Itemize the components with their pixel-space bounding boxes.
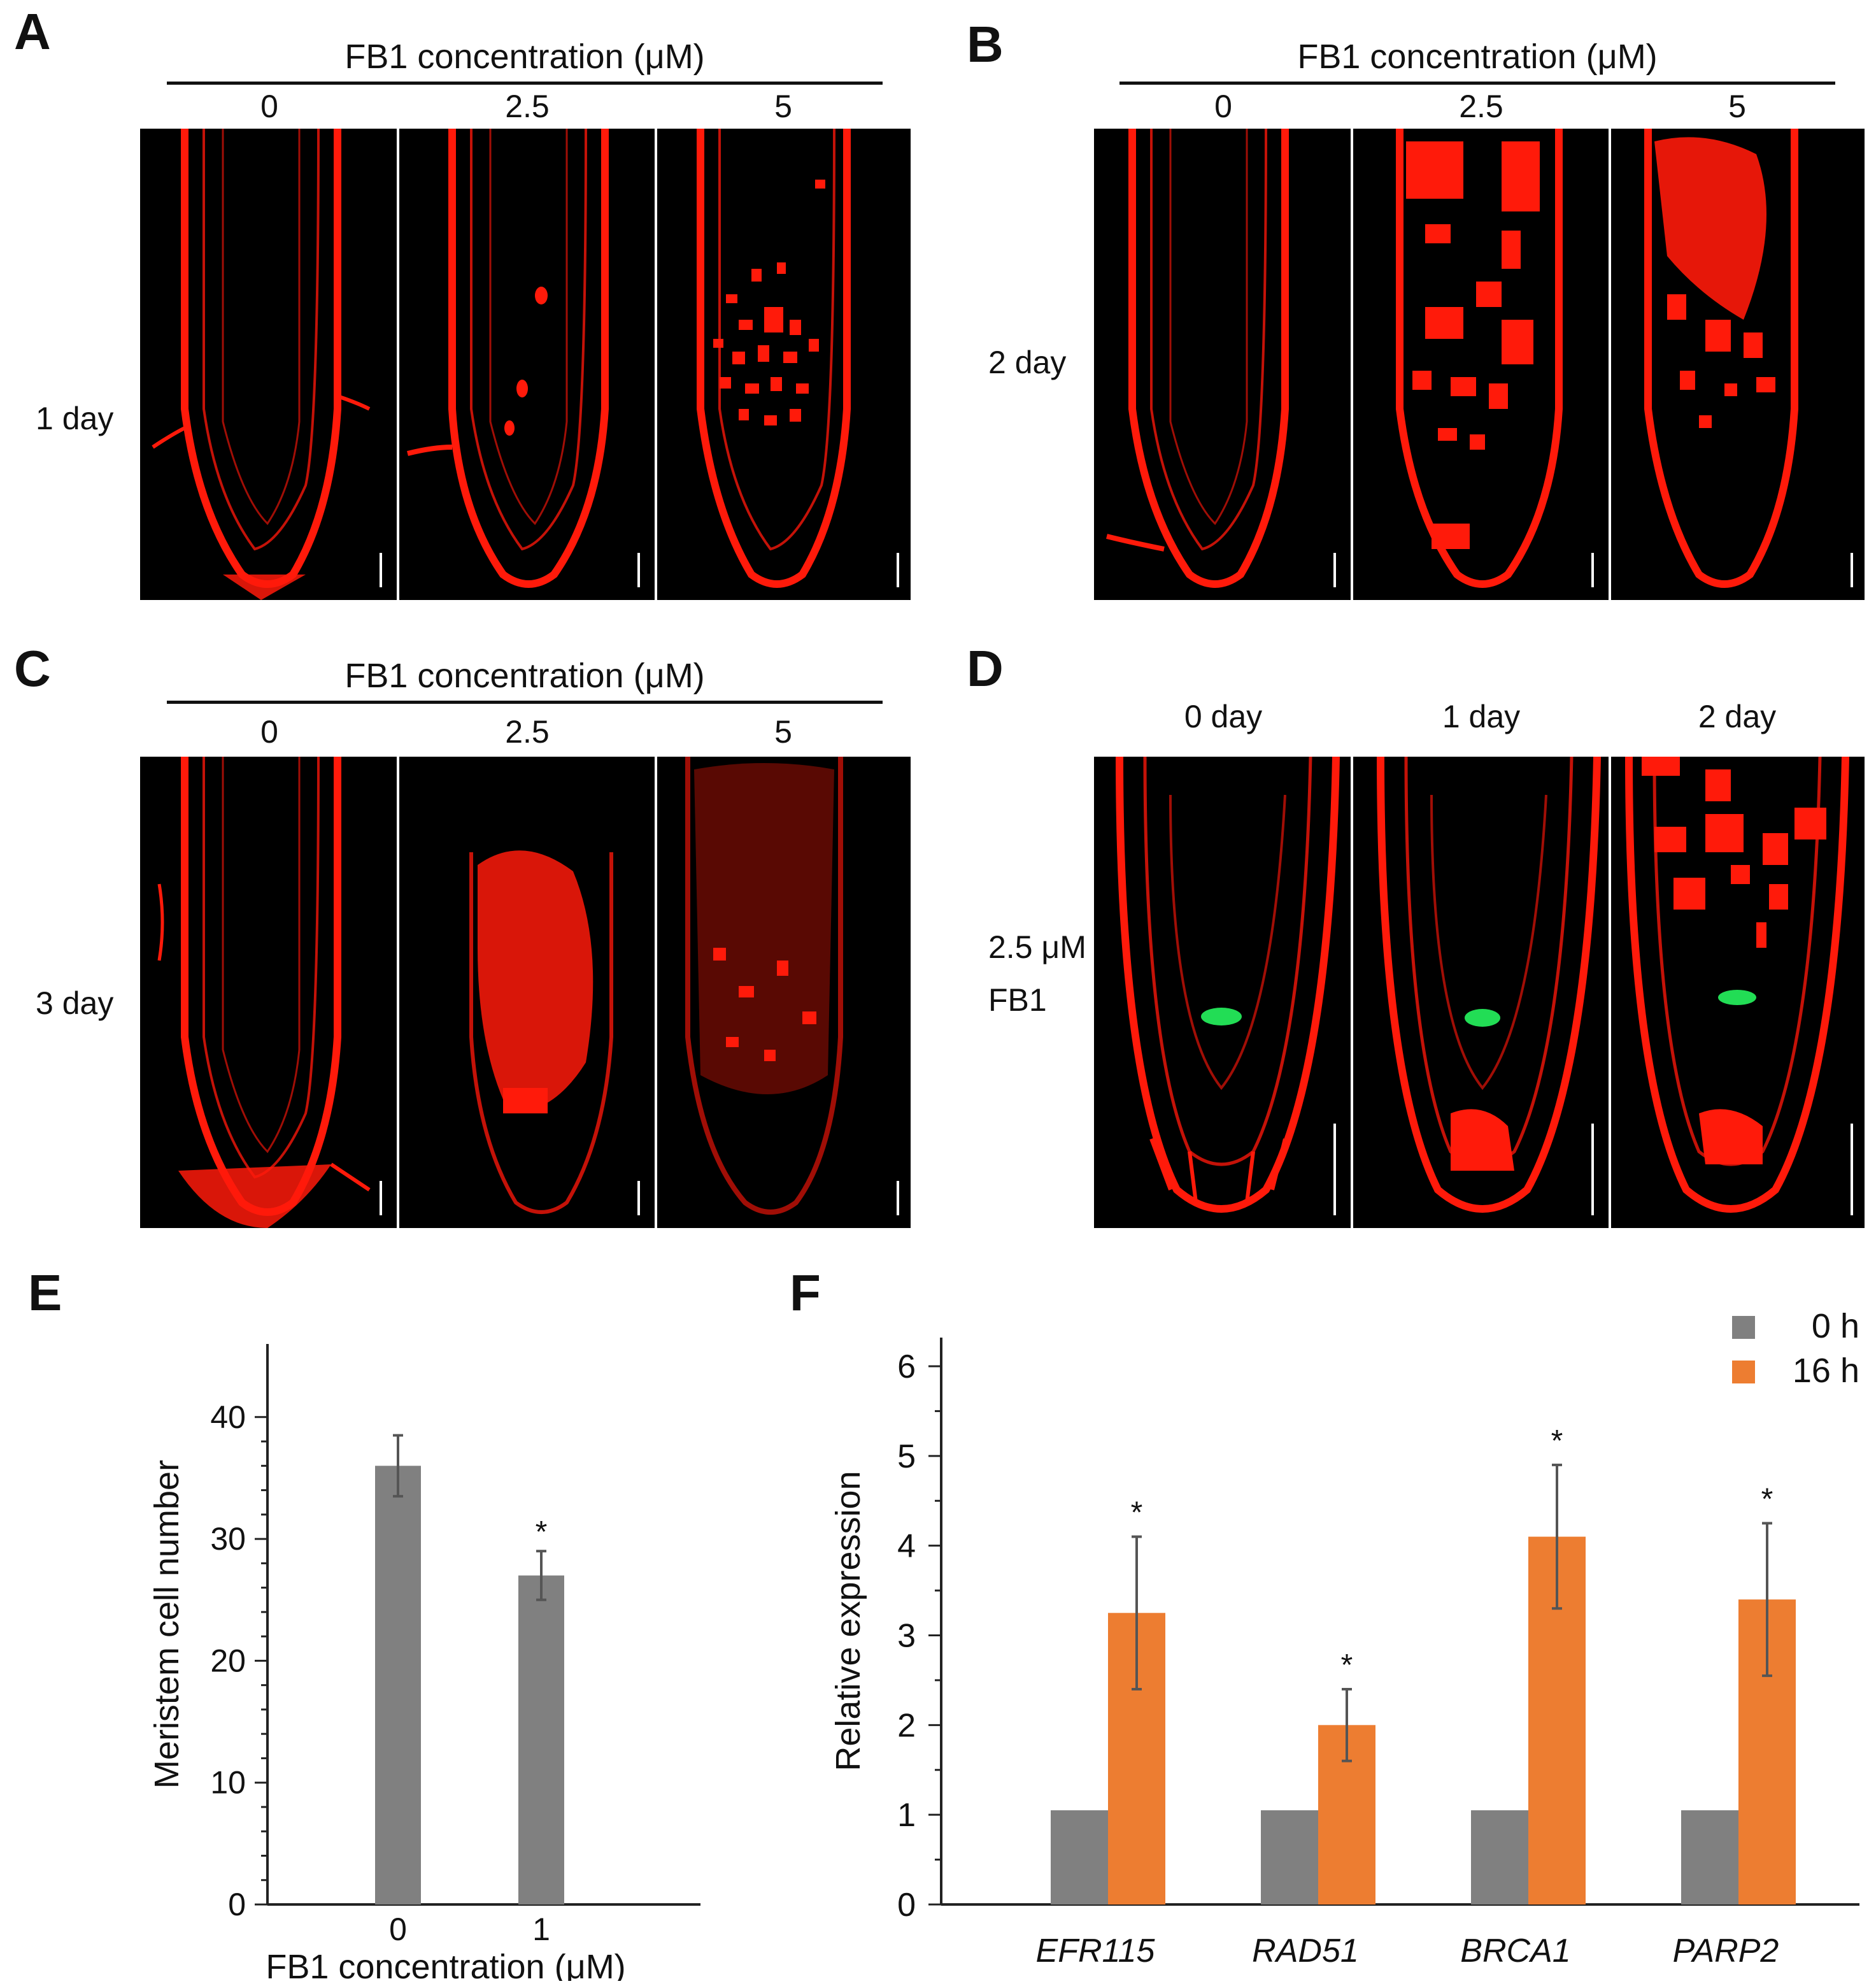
- panel-b-col-label: 2.5: [1459, 89, 1503, 124]
- panel-label-a: A: [14, 3, 51, 60]
- micrograph-strip-a: [140, 129, 911, 600]
- significance-marker: *: [1761, 1482, 1773, 1516]
- y-tick-label: 3: [897, 1618, 916, 1655]
- bar: [375, 1466, 421, 1904]
- x-tick-label: PARP2: [1673, 1932, 1779, 1969]
- panel-c-col-label: 5: [774, 714, 792, 750]
- y-tick-label: 0: [228, 1887, 246, 1922]
- y-tick-label: 1: [897, 1797, 916, 1834]
- x-tick-label: EFR115: [1036, 1932, 1156, 1969]
- panel-c-col-label: 0: [260, 714, 278, 750]
- micrograph-d-2-day: [1625, 757, 1853, 1215]
- y-tick-label: 6: [897, 1348, 916, 1385]
- panel-d-row-label: 2.5 μM FB1: [988, 927, 1086, 1020]
- micrograph-strip-b: [1094, 129, 1865, 600]
- panel-c-col-label: 2.5: [505, 714, 550, 750]
- bar: [518, 1575, 564, 1904]
- relative-expression-chart: 0 1 2 3 4 5 6 Relative expression * EFR115 * RAD51 *…: [829, 1307, 1859, 1969]
- micrograph-d-0-day: [1116, 757, 1340, 1215]
- panel-d-row-label-line2: FB1: [988, 982, 1047, 1018]
- x-tick-label: 1: [532, 1911, 550, 1947]
- y-tick-label: 0: [897, 1887, 916, 1924]
- meristem-cell-number-chart: 0 10 20 30 40 0 1 * FB1 concentration (μM) Merist…: [148, 1344, 700, 1981]
- panel-a-row-label: 1 day: [36, 401, 114, 436]
- significance-marker: *: [1131, 1496, 1143, 1530]
- x-tick-label: BRCA1: [1460, 1932, 1570, 1969]
- bar: [1471, 1810, 1528, 1904]
- legend-label: 16 h: [1793, 1352, 1859, 1390]
- x-tick-label: RAD51: [1252, 1932, 1359, 1969]
- panel-label-d: D: [967, 640, 1004, 697]
- micrograph-b-0: [1106, 129, 1336, 588]
- panel-label-e: E: [28, 1264, 62, 1321]
- y-tick-label: 40: [210, 1399, 246, 1435]
- y-tick-label: 10: [210, 1765, 246, 1801]
- legend-swatch: [1732, 1361, 1755, 1383]
- panel-d-col-label: 2 day: [1698, 699, 1777, 734]
- legend-label: 0 h: [1812, 1307, 1859, 1345]
- legend-swatch: [1732, 1316, 1755, 1339]
- panel-d-col-label: 0 day: [1184, 699, 1263, 734]
- y-axis-title: Relative expression: [829, 1471, 867, 1771]
- micrograph-strip-b-image: [1106, 129, 1853, 600]
- y-axis-title: Meristem cell number: [148, 1460, 186, 1789]
- panel-b-header: FB1 concentration (μM): [1297, 38, 1658, 76]
- panel-b-col-label: 0: [1214, 89, 1232, 124]
- micrograph-b-2.5: [1396, 129, 1594, 588]
- x-tick-label: 0: [389, 1911, 407, 1947]
- significance-marker: *: [1341, 1648, 1353, 1682]
- micrograph-d-1-day: [1377, 757, 1601, 1215]
- micrograph-c-0: [157, 757, 382, 1228]
- panel-b-col-label: 5: [1728, 89, 1746, 124]
- panel-label-f: F: [790, 1264, 821, 1321]
- micrograph-strip-d-image: [1116, 757, 1853, 1228]
- panel-b-row-label: 2 day: [988, 345, 1067, 380]
- panel-c-header-rule: [167, 701, 883, 704]
- y-tick-label: 30: [210, 1521, 246, 1557]
- micrograph-a-5: [697, 129, 899, 588]
- micrograph-strip-c: [140, 757, 911, 1228]
- panel-c-row-label: 3 day: [36, 985, 114, 1021]
- micrograph-a-2.5: [407, 129, 640, 588]
- micrograph-strip-c-image: [157, 757, 899, 1228]
- panel-c-header: FB1 concentration (μM): [345, 657, 705, 695]
- bar: [1051, 1810, 1108, 1904]
- y-tick-label: 5: [897, 1438, 916, 1475]
- y-tick-label: 4: [897, 1528, 916, 1565]
- panel-label-b: B: [967, 16, 1004, 73]
- micrograph-strip-a-image: [152, 129, 899, 600]
- panel-label-c: C: [14, 640, 51, 697]
- panel-d-row-label-line1: 2.5 μM: [988, 929, 1086, 965]
- panel-a-header: FB1 concentration (μM): [345, 38, 705, 76]
- bar: [1261, 1810, 1318, 1904]
- bar: [1681, 1810, 1738, 1904]
- significance-marker: *: [536, 1515, 548, 1549]
- significance-marker: *: [1551, 1424, 1563, 1458]
- y-tick-label: 20: [210, 1643, 246, 1678]
- panel-d-col-label: 1 day: [1442, 699, 1521, 734]
- x-axis-title: FB1 concentration (μM): [266, 1948, 625, 1981]
- micrograph-strip-d: [1094, 757, 1865, 1228]
- panel-b-header-rule: [1119, 82, 1835, 85]
- micrograph-c-5: [685, 757, 899, 1215]
- micrograph-c-2.5: [469, 850, 640, 1215]
- panel-a-col-label: 0: [260, 89, 278, 124]
- micrograph-a-0: [152, 129, 382, 600]
- panel-a-col-label: 5: [774, 89, 792, 124]
- micrograph-b-5: [1644, 129, 1853, 588]
- panel-a-header-rule: [167, 82, 883, 85]
- panel-a-col-label: 2.5: [505, 89, 550, 124]
- y-tick-label: 2: [897, 1707, 916, 1744]
